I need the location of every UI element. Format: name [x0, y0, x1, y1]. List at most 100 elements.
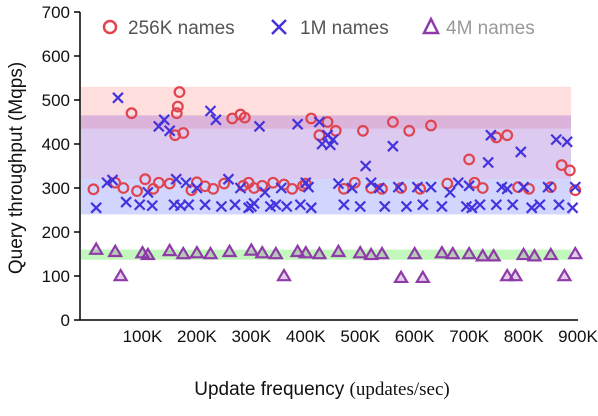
data-point: [346, 182, 358, 194]
data-point: [297, 244, 314, 259]
data-point: [544, 181, 557, 194]
data-point: [352, 244, 369, 259]
data-point: [569, 181, 582, 193]
legend-marker-circle-icon: [102, 19, 118, 35]
data-point: [506, 198, 519, 211]
data-point: [417, 198, 429, 211]
data-point: [566, 202, 579, 214]
data-point: [517, 181, 530, 193]
data-point: [452, 176, 464, 189]
data-point: [139, 173, 152, 186]
data-point: [507, 267, 524, 282]
x-tick-label: 500K: [340, 327, 380, 346]
data-point: [436, 200, 448, 213]
data-point: [305, 202, 317, 214]
data-point: [254, 244, 271, 259]
data-point: [463, 153, 476, 166]
data-point: [327, 133, 339, 146]
legend-item-4m: 4M names: [421, 16, 535, 39]
data-point: [466, 202, 478, 214]
data-point: [411, 181, 424, 193]
data-point: [485, 129, 497, 141]
data-point: [182, 198, 195, 211]
data-point: [374, 245, 390, 260]
y-tick-label: 200: [42, 223, 70, 242]
data-point: [561, 136, 573, 148]
data-point: [106, 174, 119, 186]
data-point: [330, 243, 347, 258]
data-point: [463, 180, 475, 192]
y-tick-label: 300: [42, 179, 70, 198]
data-point: [553, 198, 565, 211]
data-point: [180, 176, 192, 189]
series-0: [87, 86, 582, 197]
data-point: [170, 173, 182, 185]
data-point: [378, 200, 391, 213]
data-point: [107, 243, 124, 258]
data-point: [474, 248, 491, 262]
data-point: [158, 114, 170, 126]
y-tick-label: 500: [42, 91, 70, 110]
data-point: [163, 177, 176, 190]
data-point: [112, 92, 124, 104]
data-point: [275, 182, 288, 194]
data-point: [414, 269, 431, 284]
data-point: [142, 186, 154, 199]
data-point: [248, 197, 260, 210]
data-point: [567, 245, 584, 260]
data-point: [569, 184, 582, 197]
legend-label: 4M names: [446, 18, 535, 39]
highlight-bands: [81, 86, 571, 260]
data-point: [400, 200, 413, 213]
data-point: [556, 267, 573, 282]
data-point: [131, 185, 143, 197]
legend-marker-triangle-icon: [421, 16, 441, 35]
data-point: [387, 140, 399, 152]
data-point: [202, 245, 219, 260]
data-point: [474, 198, 486, 211]
data-point: [173, 86, 186, 98]
x-tick-label: 100K: [123, 327, 163, 346]
data-point: [234, 182, 247, 194]
data-point: [525, 202, 538, 214]
data-point: [253, 120, 266, 133]
data-point: [215, 200, 228, 213]
data-point: [188, 244, 205, 259]
data-point: [433, 244, 450, 259]
data-point: [365, 176, 377, 189]
data-point: [222, 173, 235, 185]
data-point: [393, 269, 409, 284]
data-point: [406, 245, 423, 260]
data-point: [392, 181, 405, 193]
data-point: [276, 267, 292, 282]
data-points: [87, 86, 584, 284]
data-point: [555, 159, 568, 172]
data-point: [280, 200, 293, 213]
x-tick-label: 900K: [558, 327, 598, 346]
data-point: [386, 116, 399, 128]
data-point: [221, 243, 238, 258]
legend-label: 1M names: [300, 18, 389, 39]
data-point: [534, 198, 546, 211]
data-point: [302, 181, 315, 193]
data-point: [267, 245, 284, 260]
data-point: [482, 156, 494, 169]
x-tick-label: 800K: [504, 327, 544, 346]
series-1: [90, 92, 582, 214]
legend-item-256k: 256K names: [102, 18, 235, 39]
data-point: [294, 198, 307, 211]
data-point: [291, 118, 304, 130]
data-point: [515, 246, 532, 261]
data-point: [117, 182, 130, 194]
x-tick-label: 400K: [286, 327, 326, 346]
data-point: [485, 248, 502, 262]
data-point: [501, 183, 513, 195]
data-point: [461, 245, 478, 260]
data-point: [444, 245, 461, 260]
y-tick-label: 0: [61, 311, 70, 330]
data-point: [207, 182, 220, 195]
data-point: [243, 242, 260, 256]
x-axis-title-main: Update frequency: [194, 379, 344, 400]
data-point: [286, 182, 299, 195]
